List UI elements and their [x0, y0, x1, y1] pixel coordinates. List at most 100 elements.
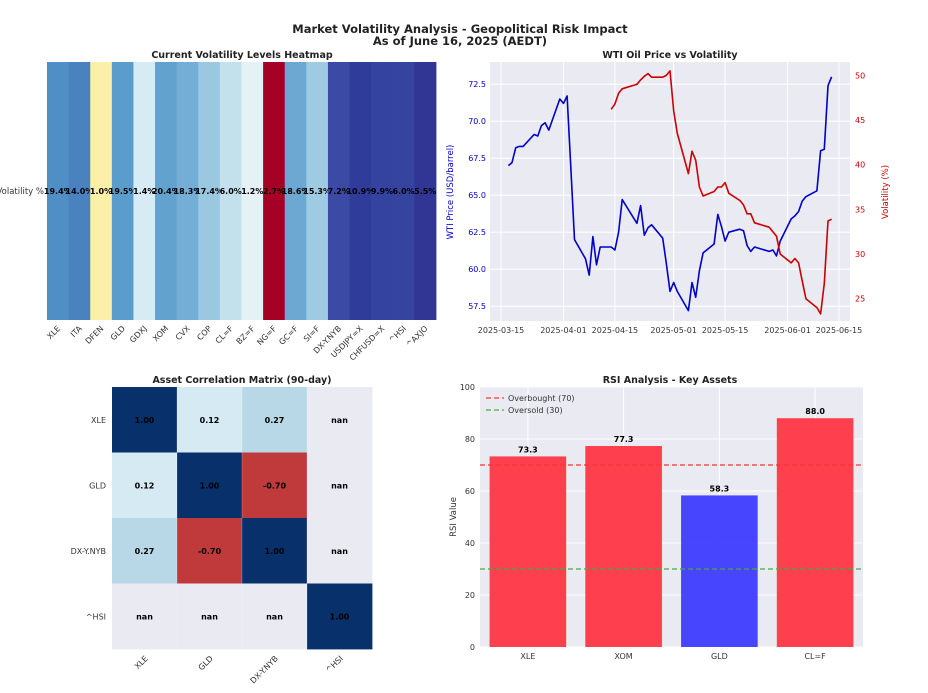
heatmap-xtick-5: XOM: [151, 324, 170, 343]
heatmap-cell-6: [176, 62, 199, 320]
correlation-cell-2-1: [177, 518, 243, 584]
heatmap-cell-3: [111, 62, 134, 320]
wti-y2tick-4: 45: [855, 116, 865, 125]
heatmap-cell-16: [392, 62, 415, 320]
correlation-row-label-1: GLD: [89, 481, 106, 490]
heatmap-cell-10: [263, 62, 286, 320]
heatmap-cell-2: [90, 62, 113, 320]
heatmap-cell-label-7: 17.4%: [195, 187, 223, 196]
rsi-ytick-0: 0: [470, 643, 475, 652]
heatmap-cell-8: [219, 62, 242, 320]
correlation-cell-label-1-1: 1.00: [200, 481, 220, 490]
correlation-cell-label-0-0: 1.00: [135, 416, 155, 425]
rsi-xtick-2: GLD: [711, 652, 728, 661]
correlation-matrix-panel: Asset Correlation Matrix (90-day) 1.00 0.…: [71, 375, 373, 685]
heatmap-cell-17: [414, 62, 437, 320]
rsi-bar-label-0: 73.3: [518, 445, 538, 454]
correlation-matrix-cells: 1.00 0.12 0.27 nan 0.12 1.00 -0.70 nan 0.27 -0.70…: [112, 387, 373, 650]
heatmap-cell-label-11: 18.6%: [282, 187, 310, 196]
heatmap-cell-label-12: 15.3%: [303, 187, 331, 196]
heatmap-xtick-9: BZ=F: [235, 324, 257, 346]
correlation-col-label-2: DX-Y.NYB: [249, 654, 280, 685]
wti-ytick-5: 70.0: [468, 117, 486, 126]
correlation-cell-label-2-1: -0.70: [198, 547, 221, 556]
rsi-ytick-1: 20: [465, 591, 475, 600]
heatmap-cell-label-3: 19.5%: [109, 187, 137, 196]
heatmap-cell-label-10: 2.7%: [263, 187, 285, 196]
rsi-xtick-0: XLE: [520, 652, 535, 661]
rsi-legend: Overbought (70) Oversold (30): [486, 394, 575, 415]
correlation-cell-0-1: [177, 387, 243, 453]
heatmap-xtick-0: XLE: [45, 324, 62, 341]
correlation-cell-label-1-3: nan: [331, 481, 348, 490]
rsi-bar-label-2: 58.3: [710, 484, 730, 493]
correlation-cell-label-0-3: nan: [331, 416, 348, 425]
heatmap-xtick-17: ^AXJO: [405, 324, 430, 349]
correlation-cell-3-0: [112, 583, 178, 650]
wti-xtick-1: 2025-04-01: [540, 326, 587, 335]
heatmap-cell-12: [306, 62, 329, 320]
correlation-matrix-title: Asset Correlation Matrix (90-day): [152, 375, 331, 386]
rsi-bar-0: [489, 456, 567, 647]
correlation-row-label-3: ^HSI: [86, 612, 106, 621]
rsi-ytick-5: 100: [460, 383, 475, 392]
volatility-heatmap-cells: 19.4%14.0%1.0%19.5%1.4%20.4%18.3%17.4%6.…: [44, 62, 437, 320]
correlation-col-label-1: GLD: [197, 654, 215, 672]
wti-y2tick-0: 25: [855, 295, 865, 304]
wti-xtick-4: 2025-05-15: [702, 326, 749, 335]
rsi-ytick-4: 80: [465, 435, 475, 444]
heatmap-cell-1: [68, 62, 91, 320]
wti-y2tick-3: 40: [855, 161, 865, 170]
rsi-chart-title: RSI Analysis - Key Assets: [603, 375, 738, 386]
volatility-heatmap-panel: Current Volatility Levels Heatmap 19.4%1…: [0, 50, 437, 363]
heatmap-xtick-1: ITA: [69, 324, 84, 339]
rsi-bar-label-3: 88.0: [805, 407, 825, 416]
correlation-cell-1-2: [242, 452, 308, 519]
wti-ytick-0: 57.5: [468, 302, 486, 311]
heatmap-xtick-8: CL=F: [214, 324, 236, 346]
wti-xtick-2: 2025-04-15: [592, 326, 639, 335]
heatmap-xtick-6: CVX: [174, 324, 192, 342]
volatility-heatmap-xticks: XLE ITA DFEN GLD GDXJ XOM CVX COP CL=F BZ=FNG=FGC…: [45, 324, 429, 363]
wti-right-axis-label: Volatility (%): [881, 165, 891, 219]
heatmap-cell-label-1: 14.0%: [66, 187, 94, 196]
figure-subtitle: As of June 16, 2025 (AEDT): [373, 34, 547, 48]
rsi-ticks: 0 20 40 60 80 100 XLE XOM GLD CL=F: [460, 383, 826, 661]
correlation-cell-label-0-2: 0.27: [265, 416, 285, 425]
heatmap-cell-label-13: 7.2%: [328, 187, 350, 196]
wti-xticks: 2025-03-15 2025-04-01 2025-04-15 2025-05-01…: [478, 326, 862, 335]
correlation-row-label-2: DX-Y.NYB: [71, 547, 106, 556]
correlation-cell-1-1: [177, 452, 243, 519]
volatility-line: [610, 70, 832, 315]
wti-ytick-4: 67.5: [468, 154, 486, 163]
heatmap-cell-7: [198, 62, 221, 320]
heatmap-cell-15: [371, 62, 394, 320]
rsi-bar-1: [585, 446, 662, 647]
correlation-cell-2-2: [242, 518, 308, 584]
rsi-ytick-2: 40: [465, 539, 475, 548]
wti-xtick-0: 2025-03-15: [478, 326, 525, 335]
correlation-col-label-3: ^HSI: [324, 654, 345, 675]
heatmap-cell-14: [349, 62, 372, 320]
wti-left-yticks: 57.5 60.0 62.5 65.0 67.5 70.0 72.5: [468, 80, 486, 311]
correlation-cell-3-2: [242, 583, 308, 650]
heatmap-cell-13: [327, 62, 350, 320]
wti-lines: [507, 70, 833, 315]
heatmap-cell-label-17: 5.5%: [414, 187, 436, 196]
correlation-cell-label-3-2: nan: [266, 612, 283, 621]
wti-y2tick-1: 30: [855, 250, 865, 259]
correlation-cell-label-1-2: -0.70: [263, 481, 286, 490]
rsi-legend-label-1: Oversold (30): [508, 406, 563, 415]
heatmap-cell-4: [133, 62, 156, 320]
wti-left-axis-label: WTI Price (USD/barrel): [446, 145, 456, 240]
heatmap-cell-11: [284, 62, 307, 320]
correlation-cell-2-0: [112, 518, 178, 584]
wti-xtick-3: 2025-05-01: [650, 326, 697, 335]
heatmap-cell-label-8: 6.0%: [220, 187, 242, 196]
heatmap-cell-label-6: 18.3%: [174, 187, 202, 196]
wti-line-panel: WTI Oil Price vs Volatility 57.5 60.0 62.5…: [446, 50, 891, 335]
correlation-cell-label-2-3: nan: [331, 547, 348, 556]
rsi-xtick-1: XOM: [615, 652, 633, 661]
correlation-cell-label-3-0: nan: [136, 612, 153, 621]
